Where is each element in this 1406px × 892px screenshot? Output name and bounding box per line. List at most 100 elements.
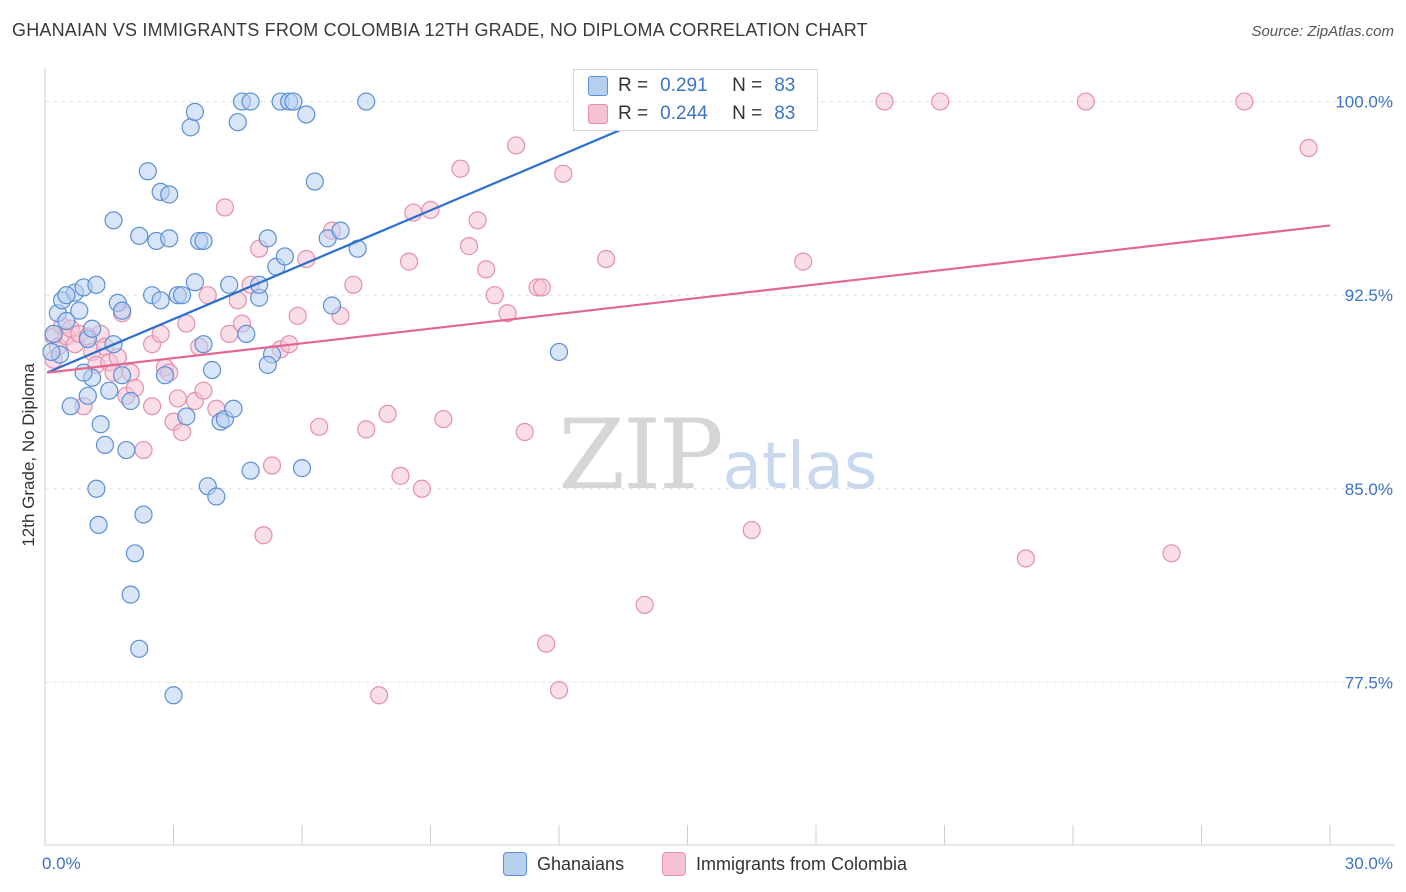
ghanaian-point — [121, 585, 140, 604]
watermark: ZIP atlas — [558, 399, 877, 511]
colombia-point — [177, 314, 196, 333]
colombia-point — [875, 92, 894, 111]
colombia-point — [1235, 92, 1254, 111]
legend-item-colombia: Immigrants from Colombia — [662, 852, 907, 876]
ghanaian-point — [87, 479, 106, 498]
y-tick-labels: 77.5% 85.0% 92.5% 100.0% — [1335, 93, 1393, 693]
ghanaian-point — [185, 102, 205, 121]
x-tick-label: 30.0% — [1345, 854, 1393, 873]
colombia-point — [485, 286, 504, 305]
colombia-point — [412, 479, 432, 498]
colombia-point — [498, 304, 517, 323]
series-ghanaians-points — [42, 92, 569, 705]
colombia-point — [1162, 544, 1181, 563]
ghanaian-point — [160, 185, 179, 204]
trend-lines — [46, 100, 1331, 374]
ghanaian-point — [305, 172, 324, 191]
colombia-point — [931, 92, 950, 111]
ghanaian-point — [331, 221, 350, 240]
x-tick-label: 0.0% — [42, 854, 81, 873]
trend-line-ghanaians — [46, 100, 688, 374]
watermark-zip: ZIP — [558, 399, 721, 511]
y-tick-label: 77.5% — [1345, 673, 1393, 692]
ghanaian-point — [258, 229, 277, 248]
n-label: N = — [732, 103, 763, 124]
colombia-point — [172, 422, 192, 442]
ghanaian-point — [44, 324, 63, 343]
colombia-point — [262, 456, 282, 475]
r-label: R = — [618, 75, 649, 96]
watermark-atlas: atlas — [723, 430, 878, 504]
n-label: N = — [732, 75, 763, 96]
source-credit: Source: ZipAtlas.com — [1251, 23, 1394, 40]
colombia-point — [142, 397, 162, 416]
ghanaian-point — [70, 301, 89, 320]
colombia-point — [468, 211, 487, 230]
ghanaian-point — [130, 226, 149, 245]
ghanaian-point — [83, 319, 102, 338]
ghanaian-point — [61, 397, 80, 416]
ghanaian-point — [194, 231, 213, 251]
ghanaian-point — [100, 381, 119, 400]
ghanaian-point — [89, 515, 108, 535]
ghanaian-point — [95, 435, 115, 454]
x-tick-labels: 0.0% 30.0% — [42, 854, 1393, 873]
ghanaian-point — [224, 399, 243, 418]
series-colombia-points — [44, 92, 1318, 705]
legend-item-ghanaians: Ghanaians — [503, 852, 624, 876]
ghanaian-point — [258, 355, 277, 374]
colombia-point — [391, 466, 410, 485]
ghanaian-point — [194, 335, 213, 354]
grid-lines — [45, 101, 1395, 683]
ghanaian-point — [185, 273, 205, 292]
ghanaian-point — [134, 505, 153, 524]
ghanaian-point — [121, 391, 140, 411]
stats-legend: R = 0.291 N = 83 R = 0.244 N = 83 — [573, 69, 818, 131]
ghanaian-point — [112, 366, 132, 385]
pink-swatch-icon — [662, 852, 686, 876]
y-tick-label: 100.0% — [1335, 93, 1393, 112]
colombia-point — [434, 409, 453, 429]
ghanaian-point — [42, 342, 61, 362]
axes — [44, 68, 1395, 846]
ghanaian-point — [241, 92, 260, 111]
colombia-point — [515, 422, 534, 442]
colombia-point — [537, 634, 556, 653]
ghanaian-point — [130, 639, 149, 658]
colombia-point — [554, 164, 573, 183]
ghanaian-point — [112, 301, 132, 320]
ghanaian-point — [78, 386, 97, 405]
ghanaian-point — [104, 211, 123, 230]
blue-swatch-icon — [503, 852, 527, 876]
ghanaian-point — [228, 113, 247, 132]
ghanaian-point — [164, 686, 183, 705]
ghanaian-point — [202, 360, 222, 380]
ghanaian-point — [241, 461, 260, 480]
ghanaian-point — [322, 296, 342, 315]
colombia-point — [549, 681, 569, 700]
colombia-point — [507, 136, 526, 155]
r-value: 0.244 — [660, 103, 708, 124]
ghanaian-point — [87, 275, 106, 294]
colombia-point — [399, 252, 419, 271]
colombia-point — [451, 159, 470, 178]
ghanaian-point — [177, 407, 196, 426]
ghanaian-point — [220, 275, 239, 294]
colombia-point — [532, 278, 551, 297]
legend-label-ghanaians: Ghanaians — [537, 853, 625, 874]
colombia-point — [134, 440, 153, 460]
ghanaian-point — [151, 291, 170, 310]
colombia-point — [742, 520, 761, 540]
ghanaian-point — [160, 229, 179, 248]
ghanaian-point — [57, 286, 76, 305]
colombia-point — [357, 420, 376, 439]
ghanaian-point — [549, 342, 569, 362]
ghanaian-point — [237, 324, 256, 343]
colombia-point — [1076, 92, 1095, 111]
ghanaian-point — [172, 286, 192, 305]
colombia-point — [1299, 138, 1318, 158]
ghanaian-point — [357, 92, 376, 111]
ghanaian-point — [297, 105, 316, 124]
colombia-point — [288, 306, 307, 325]
